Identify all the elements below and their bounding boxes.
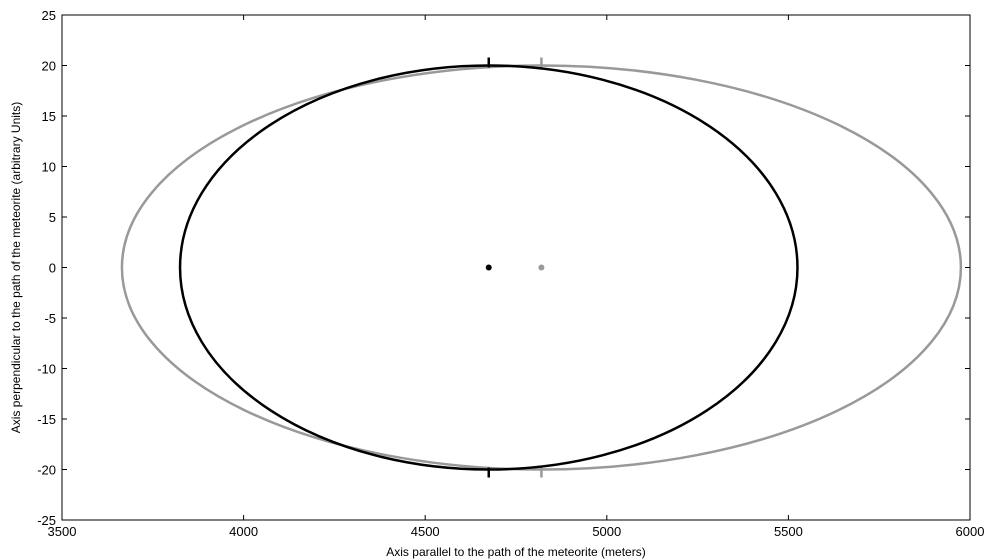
y-tick-label: -5	[44, 311, 56, 326]
y-axis-title: Axis perpendicular to the path of the me…	[9, 102, 23, 434]
x-tick-label: 4500	[411, 524, 440, 539]
x-tick-label: 3500	[48, 524, 77, 539]
y-tick-label: 20	[42, 59, 56, 74]
center-marker-gray	[538, 264, 545, 271]
plot-area	[61, 14, 971, 521]
y-tick-label: 0	[49, 261, 56, 276]
x-tick-label: 4000	[229, 524, 258, 539]
series-layer	[120, 57, 963, 478]
y-tick-label: -20	[37, 463, 56, 478]
y-tick-label: 15	[42, 109, 56, 124]
y-tick-label: -10	[37, 362, 56, 377]
center-marker-black	[485, 264, 492, 271]
y-tick-label: 5	[49, 210, 56, 225]
y-tick-label: -15	[37, 412, 56, 427]
x-tick-label: 5500	[774, 524, 803, 539]
y-tick-label: -25	[37, 513, 56, 528]
x-tick-label: 6000	[956, 524, 985, 539]
y-tick-label: 10	[42, 160, 56, 175]
x-axis-title: Axis parallel to the path of the meteori…	[386, 545, 645, 559]
y-tick-label: 25	[42, 8, 56, 23]
x-tick-label: 5000	[592, 524, 621, 539]
ticks-layer: 3500 4000 4500 5000 5500 6000 -25 -20 -15 -10 -5 0 5…	[37, 8, 984, 539]
